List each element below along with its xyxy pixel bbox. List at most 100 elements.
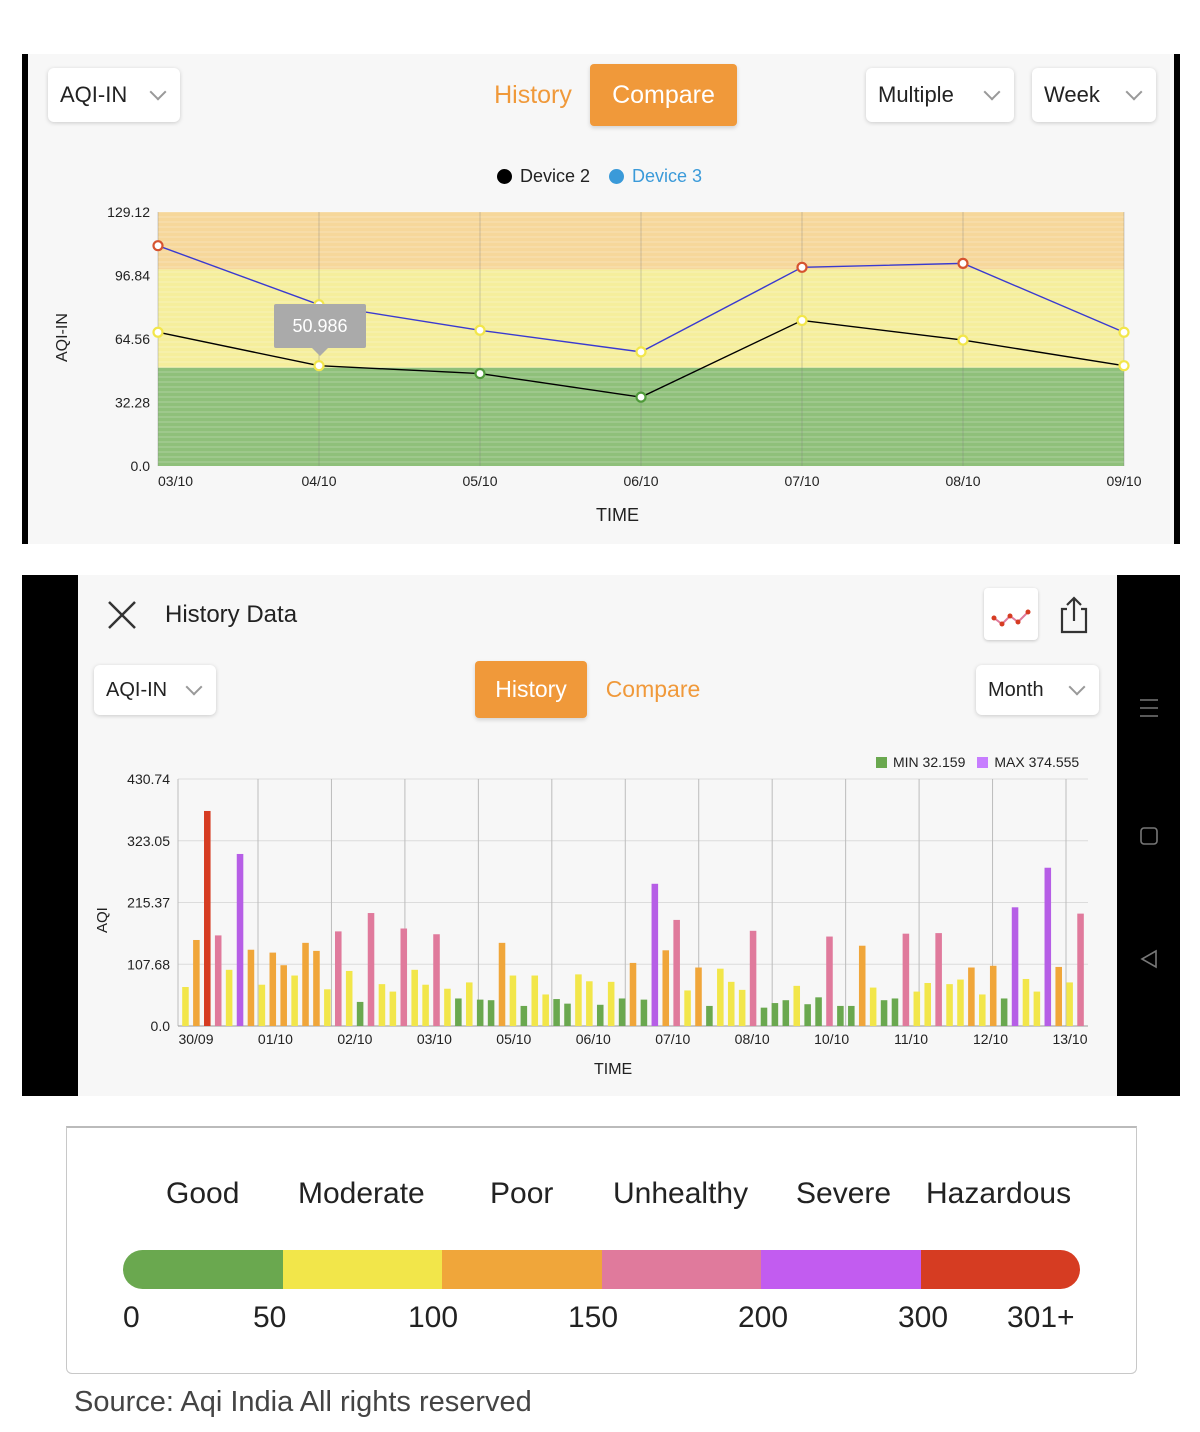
category-hazardous: Hazardous [926,1177,1072,1210]
category-good: Good [166,1177,240,1210]
y-tick-label: 129.12 [107,204,150,220]
bar [586,981,593,1026]
bar [302,942,309,1026]
category-unhealthy: Unhealthy [613,1177,749,1210]
period-dropdown-label: Week [1044,82,1100,107]
bar [673,919,680,1026]
bar [946,984,953,1026]
period-dropdown[interactable]: Week [1032,68,1156,122]
bar [389,991,397,1026]
legend-device-2[interactable]: Device 2 [497,166,590,187]
bar [335,931,342,1026]
bar [1066,982,1073,1026]
x-tick-label: 12/10 [973,1031,1008,1047]
bar [356,1001,364,1026]
bar [804,1004,811,1026]
bar [771,1003,779,1026]
history-content: History Data AQI-IN History Compare Mont… [78,575,1117,1096]
bar [324,989,331,1026]
category-poor: Poor [490,1177,554,1210]
legend-dot-icon [497,169,512,184]
bar [225,969,233,1026]
bar [815,997,822,1026]
legend-label: Device 2 [520,166,591,186]
max-stat: MAX 374.555 [994,754,1080,770]
bar [662,950,670,1026]
compare-chart-panel: AQI-IN History Compare Multiple Week Dev… [22,54,1180,544]
bar [913,991,921,1026]
period-dropdown[interactable]: Month [976,665,1099,715]
y-tick-label: 96.84 [115,268,150,284]
back-icon[interactable] [1139,949,1159,975]
scale-value: 100 [408,1301,459,1334]
bar [204,810,211,1026]
bar [422,984,429,1026]
bar [979,994,986,1026]
pollutant-dropdown[interactable]: AQI-IN [48,68,180,122]
x-tick-label: 06/10 [623,473,658,489]
pollutant-dropdown[interactable]: AQI-IN [94,665,216,715]
bar [378,984,386,1026]
x-tick-label: 08/10 [735,1031,770,1047]
bar [367,913,375,1026]
data-point [957,334,969,346]
bar [651,883,659,1026]
scale-bar [123,1250,1080,1289]
tab-compare[interactable]: Compare [605,676,701,702]
x-tick-label: 30/09 [178,1031,213,1047]
page-title: History Data [165,601,298,628]
bar [640,999,648,1026]
data-point [1118,326,1130,338]
tab-compare[interactable]: Compare [590,64,737,126]
bar [1055,966,1062,1026]
scale-value: 150 [568,1301,619,1334]
bar [280,965,287,1026]
bar [749,930,757,1026]
scale-segment-good [123,1250,283,1289]
bar [564,1003,571,1026]
bar [793,985,801,1026]
tooltip-pointer [312,348,328,356]
bar [520,1005,528,1026]
legend-device-3[interactable]: Device 3 [609,166,702,187]
bar [717,968,724,1026]
bar [618,998,626,1026]
chart-type-button[interactable] [984,588,1038,640]
tab-history[interactable]: History [475,661,587,718]
max-swatch [977,756,989,768]
scale-segment-severe [761,1250,921,1289]
bar [553,999,560,1026]
bar [345,970,353,1026]
share-icon[interactable] [1058,595,1090,635]
scale-segment-hazardous [920,1250,1080,1289]
menu-icon[interactable] [1139,697,1159,725]
min-stat: MIN 32.159 [893,754,966,770]
x-tick-label: 08/10 [945,473,980,489]
bar [695,967,702,1026]
x-tick-label: 04/10 [301,473,336,489]
bar [575,974,582,1026]
scale-segment-moderate [282,1250,442,1289]
data-point [635,391,647,403]
y-tick-label: 0.0 [131,458,151,474]
close-icon[interactable] [106,599,138,631]
y-tick-label: 323.05 [127,833,170,849]
x-tick-label: 10/10 [814,1031,849,1047]
bar [182,987,189,1026]
period-dropdown-label: Month [988,678,1044,701]
x-axis-label: TIME [596,505,639,525]
bar [727,981,735,1026]
scale-segment-unhealthy [601,1250,761,1289]
tab-history[interactable]: History [494,80,572,109]
bar [214,935,222,1026]
x-tick-label: 07/10 [784,473,819,489]
bar-chart: 430.74 323.05 215.37 107.68 0.0 30/09 01/10 02/… [127,771,1088,1047]
data-point [313,360,325,372]
scale-value: 301+ [1007,1301,1075,1334]
bar [1022,978,1030,1026]
bar [738,989,746,1026]
x-axis-label: TIME [594,1061,633,1078]
mode-dropdown[interactable]: Multiple [866,68,1014,122]
bar [433,934,440,1026]
home-icon[interactable] [1139,826,1159,852]
